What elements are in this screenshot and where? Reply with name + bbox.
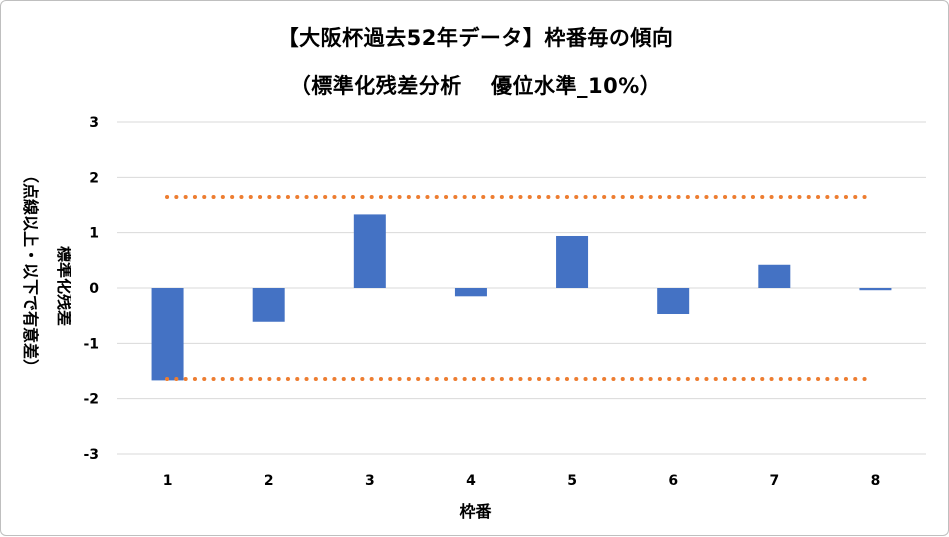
x-tick-label: 1: [163, 473, 173, 489]
y-tick-label: -1: [83, 336, 99, 352]
x-tick-label: 2: [264, 473, 274, 489]
x-axis-label: 枠番: [459, 502, 492, 521]
bar-2: [252, 288, 285, 322]
x-tick-label: 3: [365, 473, 375, 489]
bar-5: [556, 235, 589, 288]
bar-6: [657, 288, 690, 315]
bar-8: [859, 288, 892, 291]
y-tick-label: 3: [89, 115, 99, 131]
threshold-lines: [165, 194, 875, 382]
chart-title: 【大阪杯過去52年データ】枠番毎の傾向: [277, 26, 674, 50]
x-tick-label: 8: [871, 473, 881, 489]
bar-7: [758, 264, 791, 288]
bar-3: [353, 214, 386, 288]
x-tick-label: 7: [769, 473, 779, 489]
x-tick-labels: 1 2 3 4 5 6 7 8: [163, 473, 881, 489]
y-axis-note: （点線以上・以下で有意差）: [21, 167, 40, 375]
bars: [151, 214, 892, 381]
y-tick-label: 2: [89, 170, 99, 186]
x-tick-label: 6: [668, 473, 678, 489]
gridlines: [117, 121, 926, 455]
x-tick-label: 5: [567, 473, 577, 489]
y-tick-label: -2: [83, 392, 99, 408]
y-tick-label: 0: [89, 281, 99, 297]
y-tick-label: 1: [89, 226, 99, 242]
y-tick-label: -3: [83, 447, 99, 463]
y-axis-label-group: （点線以上・以下で有意差） 標準化残差: [21, 167, 71, 375]
bar-1: [151, 288, 184, 381]
y-tick-labels: 3 2 1 0 -1 -2 -3: [83, 115, 99, 463]
x-tick-label: 4: [466, 473, 476, 489]
chart-subtitle: （標準化残差分析 優位水準_10%）: [289, 74, 662, 98]
bar-4: [454, 288, 487, 297]
y-axis-label: 標準化残差: [55, 246, 71, 326]
